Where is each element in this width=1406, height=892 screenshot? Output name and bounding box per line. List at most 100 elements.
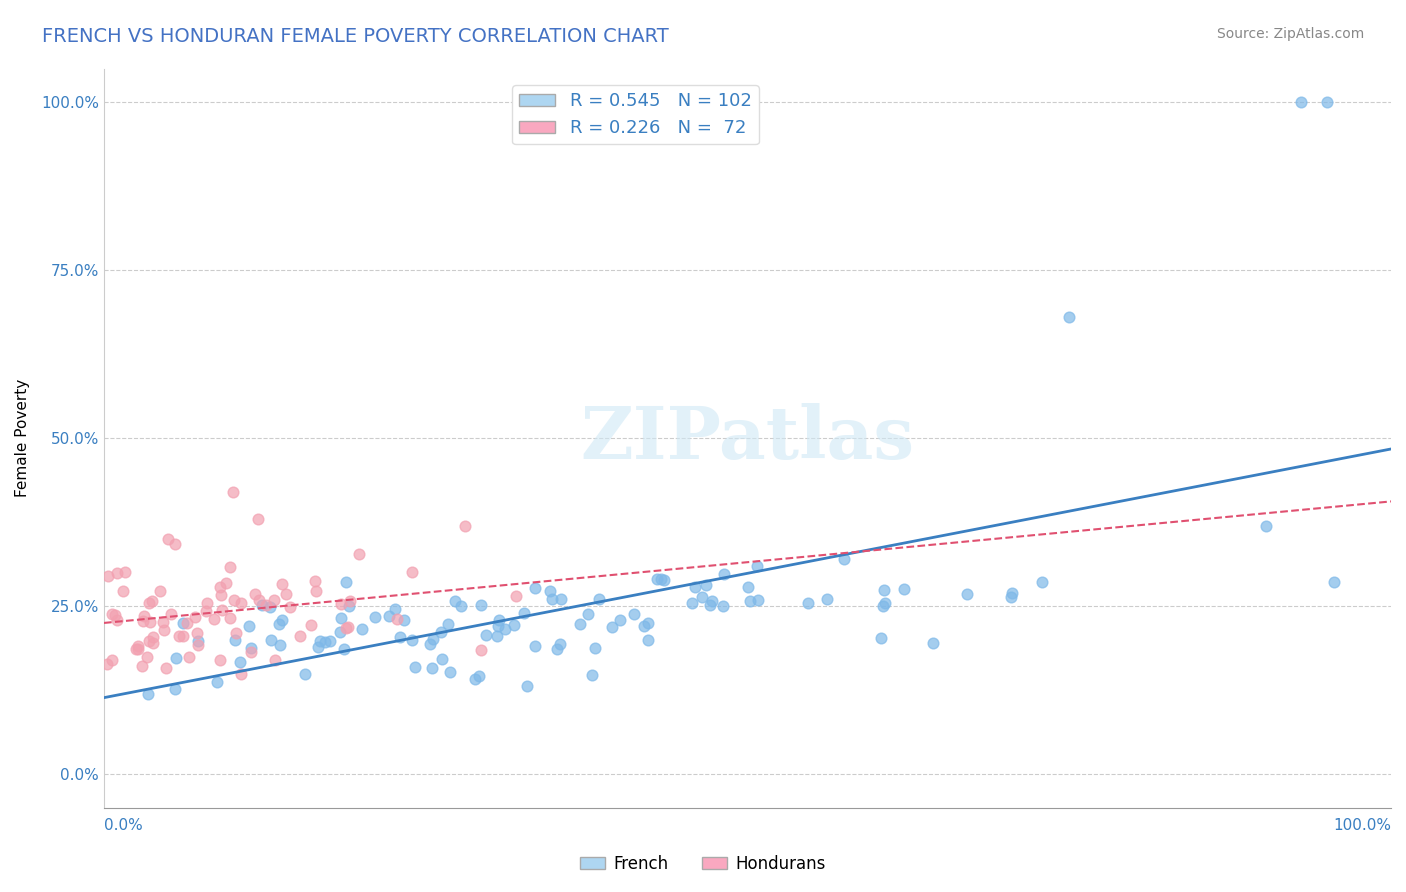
Point <box>142 636 165 650</box>
Point <box>1001 586 1024 600</box>
Point <box>600 620 623 634</box>
Point <box>329 597 352 611</box>
Point <box>450 599 472 614</box>
Point <box>815 591 838 606</box>
Point <box>274 587 297 601</box>
Point <box>692 590 714 604</box>
Point <box>745 558 768 573</box>
Point <box>650 572 672 586</box>
Point <box>187 638 209 652</box>
Point <box>922 636 945 650</box>
Point <box>152 615 174 629</box>
Point <box>271 614 294 628</box>
Point <box>222 593 245 607</box>
Point <box>247 512 270 526</box>
Point <box>583 641 606 656</box>
Point <box>172 629 194 643</box>
Y-axis label: Female Poverty: Female Poverty <box>15 379 30 498</box>
Point <box>202 612 225 626</box>
Point <box>652 573 675 587</box>
Point <box>219 560 242 574</box>
Point <box>695 578 717 592</box>
Point <box>187 634 209 648</box>
Point <box>747 593 769 607</box>
Point <box>138 634 160 648</box>
Point <box>470 642 492 657</box>
Point <box>127 642 149 657</box>
Point <box>195 596 218 610</box>
Point <box>114 566 136 580</box>
Point <box>243 586 266 600</box>
Point <box>419 637 441 651</box>
Point <box>131 659 153 673</box>
Point <box>153 623 176 637</box>
Point <box>165 650 187 665</box>
Point <box>136 687 159 701</box>
Point <box>647 572 669 586</box>
Point <box>444 594 467 608</box>
Point <box>404 659 426 673</box>
Point <box>486 619 509 633</box>
Point <box>350 622 373 636</box>
Point <box>252 598 274 612</box>
Point <box>388 630 411 644</box>
Point <box>138 596 160 610</box>
Point <box>335 574 357 589</box>
Point <box>100 653 122 667</box>
Point <box>307 640 329 654</box>
Point <box>524 639 547 653</box>
Point <box>205 675 228 690</box>
Point <box>454 518 477 533</box>
Point <box>177 649 200 664</box>
Point <box>422 632 444 646</box>
Point <box>309 634 332 648</box>
Point <box>523 582 546 596</box>
Point <box>1316 95 1339 110</box>
Point <box>337 620 360 634</box>
Point <box>1000 590 1022 604</box>
Point <box>167 629 190 643</box>
Point <box>387 612 409 626</box>
Point <box>288 630 311 644</box>
Point <box>104 607 127 622</box>
Point <box>107 613 129 627</box>
Point <box>470 598 492 612</box>
Point <box>254 599 277 613</box>
Point <box>870 631 893 645</box>
Point <box>271 577 294 591</box>
Point <box>384 602 406 616</box>
Point <box>364 609 387 624</box>
Point <box>737 580 759 594</box>
Text: 0.0%: 0.0% <box>104 818 143 833</box>
Point <box>875 596 897 610</box>
Point <box>699 598 721 612</box>
Point <box>305 584 328 599</box>
Point <box>474 628 496 642</box>
Point <box>105 566 128 581</box>
Point <box>488 613 510 627</box>
Point <box>538 584 561 599</box>
Point <box>219 611 242 625</box>
Point <box>464 673 486 687</box>
Point <box>319 633 342 648</box>
Point <box>430 651 453 665</box>
Point <box>711 599 734 614</box>
Point <box>485 629 508 643</box>
Point <box>280 599 302 614</box>
Point <box>588 592 610 607</box>
Point <box>1289 95 1312 110</box>
Point <box>1057 310 1080 325</box>
Point <box>221 485 243 500</box>
Point <box>702 594 724 608</box>
Point <box>96 657 118 671</box>
Text: Source: ZipAtlas.com: Source: ZipAtlas.com <box>1216 27 1364 41</box>
Point <box>214 575 236 590</box>
Point <box>439 665 461 679</box>
Point <box>304 574 326 589</box>
Legend: R = 0.545   N = 102, R = 0.226   N =  72: R = 0.545 N = 102, R = 0.226 N = 72 <box>512 85 759 145</box>
Point <box>623 607 645 622</box>
Point <box>163 537 186 551</box>
Point <box>568 616 591 631</box>
Point <box>333 641 356 656</box>
Point <box>832 551 855 566</box>
